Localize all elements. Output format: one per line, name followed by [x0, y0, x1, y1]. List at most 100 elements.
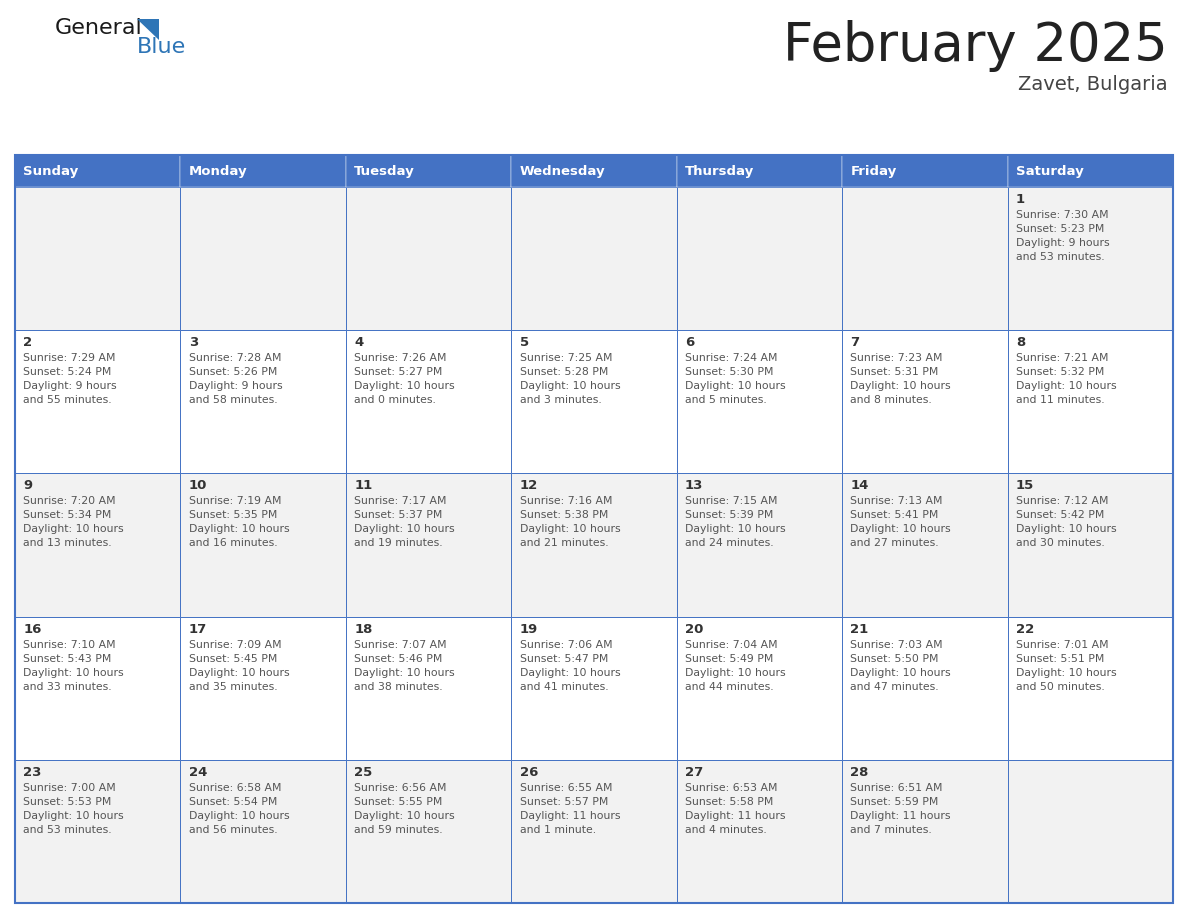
- Bar: [15, 760, 181, 903]
- Bar: [346, 330, 511, 474]
- Text: and 21 minutes.: and 21 minutes.: [519, 538, 608, 548]
- Text: Sunrise: 7:03 AM: Sunrise: 7:03 AM: [851, 640, 943, 650]
- Text: and 27 minutes.: and 27 minutes.: [851, 538, 939, 548]
- Text: and 33 minutes.: and 33 minutes.: [24, 681, 112, 691]
- Text: Daylight: 10 hours: Daylight: 10 hours: [519, 524, 620, 534]
- Text: Sunrise: 7:19 AM: Sunrise: 7:19 AM: [189, 497, 282, 507]
- Polygon shape: [137, 19, 159, 40]
- Bar: [15, 474, 181, 617]
- Text: 2: 2: [24, 336, 32, 349]
- Text: Sunset: 5:35 PM: Sunset: 5:35 PM: [189, 510, 277, 521]
- Text: 23: 23: [24, 766, 42, 778]
- Text: Sunrise: 7:25 AM: Sunrise: 7:25 AM: [519, 353, 612, 364]
- Text: Sunset: 5:55 PM: Sunset: 5:55 PM: [354, 797, 442, 807]
- Text: Sunset: 5:58 PM: Sunset: 5:58 PM: [685, 797, 773, 807]
- Text: and 30 minutes.: and 30 minutes.: [1016, 538, 1105, 548]
- Text: and 7 minutes.: and 7 minutes.: [851, 824, 933, 834]
- Text: Daylight: 9 hours: Daylight: 9 hours: [189, 381, 283, 391]
- Bar: [181, 155, 346, 187]
- Text: Daylight: 9 hours: Daylight: 9 hours: [24, 381, 116, 391]
- Text: Daylight: 10 hours: Daylight: 10 hours: [685, 381, 785, 391]
- Text: Sunrise: 7:23 AM: Sunrise: 7:23 AM: [851, 353, 943, 364]
- Bar: [346, 760, 511, 903]
- Text: Sunrise: 7:17 AM: Sunrise: 7:17 AM: [354, 497, 447, 507]
- Bar: [677, 187, 842, 330]
- Text: Daylight: 10 hours: Daylight: 10 hours: [519, 381, 620, 391]
- Text: and 0 minutes.: and 0 minutes.: [354, 396, 436, 405]
- Text: and 56 minutes.: and 56 minutes.: [189, 824, 277, 834]
- Bar: [842, 187, 1007, 330]
- Text: Daylight: 10 hours: Daylight: 10 hours: [1016, 381, 1117, 391]
- Bar: [677, 155, 842, 187]
- Bar: [181, 760, 346, 903]
- Text: and 44 minutes.: and 44 minutes.: [685, 681, 773, 691]
- Text: Sunset: 5:43 PM: Sunset: 5:43 PM: [24, 654, 112, 664]
- Text: and 8 minutes.: and 8 minutes.: [851, 396, 933, 405]
- Text: Sunset: 5:24 PM: Sunset: 5:24 PM: [24, 367, 112, 377]
- Text: Sunrise: 7:01 AM: Sunrise: 7:01 AM: [1016, 640, 1108, 650]
- Text: Sunset: 5:51 PM: Sunset: 5:51 PM: [1016, 654, 1104, 664]
- Text: and 35 minutes.: and 35 minutes.: [189, 681, 277, 691]
- Bar: [842, 760, 1007, 903]
- Text: Daylight: 10 hours: Daylight: 10 hours: [354, 811, 455, 821]
- Text: Sunrise: 6:58 AM: Sunrise: 6:58 AM: [189, 783, 282, 793]
- Text: and 1 minute.: and 1 minute.: [519, 824, 595, 834]
- Bar: [346, 155, 511, 187]
- Text: 17: 17: [189, 622, 207, 635]
- Bar: [15, 155, 181, 187]
- Bar: [181, 617, 346, 760]
- Text: 20: 20: [685, 622, 703, 635]
- Bar: [677, 474, 842, 617]
- Text: Zavet, Bulgaria: Zavet, Bulgaria: [1018, 75, 1168, 94]
- Text: Daylight: 10 hours: Daylight: 10 hours: [1016, 667, 1117, 677]
- Text: Daylight: 10 hours: Daylight: 10 hours: [685, 524, 785, 534]
- Text: Tuesday: Tuesday: [354, 164, 415, 177]
- Text: 1: 1: [1016, 193, 1025, 206]
- Text: and 5 minutes.: and 5 minutes.: [685, 396, 766, 405]
- Text: Daylight: 10 hours: Daylight: 10 hours: [354, 667, 455, 677]
- Text: Sunset: 5:32 PM: Sunset: 5:32 PM: [1016, 367, 1104, 377]
- Text: and 41 minutes.: and 41 minutes.: [519, 681, 608, 691]
- Text: and 19 minutes.: and 19 minutes.: [354, 538, 443, 548]
- Text: Sunset: 5:31 PM: Sunset: 5:31 PM: [851, 367, 939, 377]
- Text: 11: 11: [354, 479, 372, 492]
- Text: Sunset: 5:34 PM: Sunset: 5:34 PM: [24, 510, 112, 521]
- Text: Daylight: 10 hours: Daylight: 10 hours: [189, 524, 290, 534]
- Bar: [15, 617, 181, 760]
- Text: and 13 minutes.: and 13 minutes.: [24, 538, 112, 548]
- Text: Daylight: 11 hours: Daylight: 11 hours: [519, 811, 620, 821]
- Text: and 55 minutes.: and 55 minutes.: [24, 396, 112, 405]
- Text: 28: 28: [851, 766, 868, 778]
- Text: 14: 14: [851, 479, 868, 492]
- Text: and 53 minutes.: and 53 minutes.: [1016, 252, 1105, 262]
- Text: Monday: Monday: [189, 164, 247, 177]
- Text: Daylight: 10 hours: Daylight: 10 hours: [354, 381, 455, 391]
- Text: Daylight: 10 hours: Daylight: 10 hours: [519, 667, 620, 677]
- Bar: [511, 474, 677, 617]
- Text: February 2025: February 2025: [783, 20, 1168, 72]
- Text: Sunday: Sunday: [24, 164, 78, 177]
- Text: Sunset: 5:41 PM: Sunset: 5:41 PM: [851, 510, 939, 521]
- Text: Sunset: 5:57 PM: Sunset: 5:57 PM: [519, 797, 608, 807]
- Text: Daylight: 10 hours: Daylight: 10 hours: [354, 524, 455, 534]
- Bar: [677, 617, 842, 760]
- Text: Sunset: 5:42 PM: Sunset: 5:42 PM: [1016, 510, 1104, 521]
- Text: Sunset: 5:37 PM: Sunset: 5:37 PM: [354, 510, 442, 521]
- Text: Sunset: 5:23 PM: Sunset: 5:23 PM: [1016, 224, 1104, 234]
- Text: Sunrise: 7:04 AM: Sunrise: 7:04 AM: [685, 640, 778, 650]
- Text: Sunset: 5:46 PM: Sunset: 5:46 PM: [354, 654, 442, 664]
- Text: Sunrise: 7:09 AM: Sunrise: 7:09 AM: [189, 640, 282, 650]
- Text: Sunrise: 7:21 AM: Sunrise: 7:21 AM: [1016, 353, 1108, 364]
- Text: Sunrise: 7:15 AM: Sunrise: 7:15 AM: [685, 497, 777, 507]
- Text: 21: 21: [851, 622, 868, 635]
- Text: Sunrise: 6:51 AM: Sunrise: 6:51 AM: [851, 783, 943, 793]
- Text: Daylight: 10 hours: Daylight: 10 hours: [24, 667, 124, 677]
- Text: 24: 24: [189, 766, 207, 778]
- Text: 9: 9: [24, 479, 32, 492]
- Text: and 24 minutes.: and 24 minutes.: [685, 538, 773, 548]
- Bar: [1007, 474, 1173, 617]
- Text: Daylight: 10 hours: Daylight: 10 hours: [851, 667, 952, 677]
- Bar: [677, 760, 842, 903]
- Bar: [15, 330, 181, 474]
- Bar: [677, 330, 842, 474]
